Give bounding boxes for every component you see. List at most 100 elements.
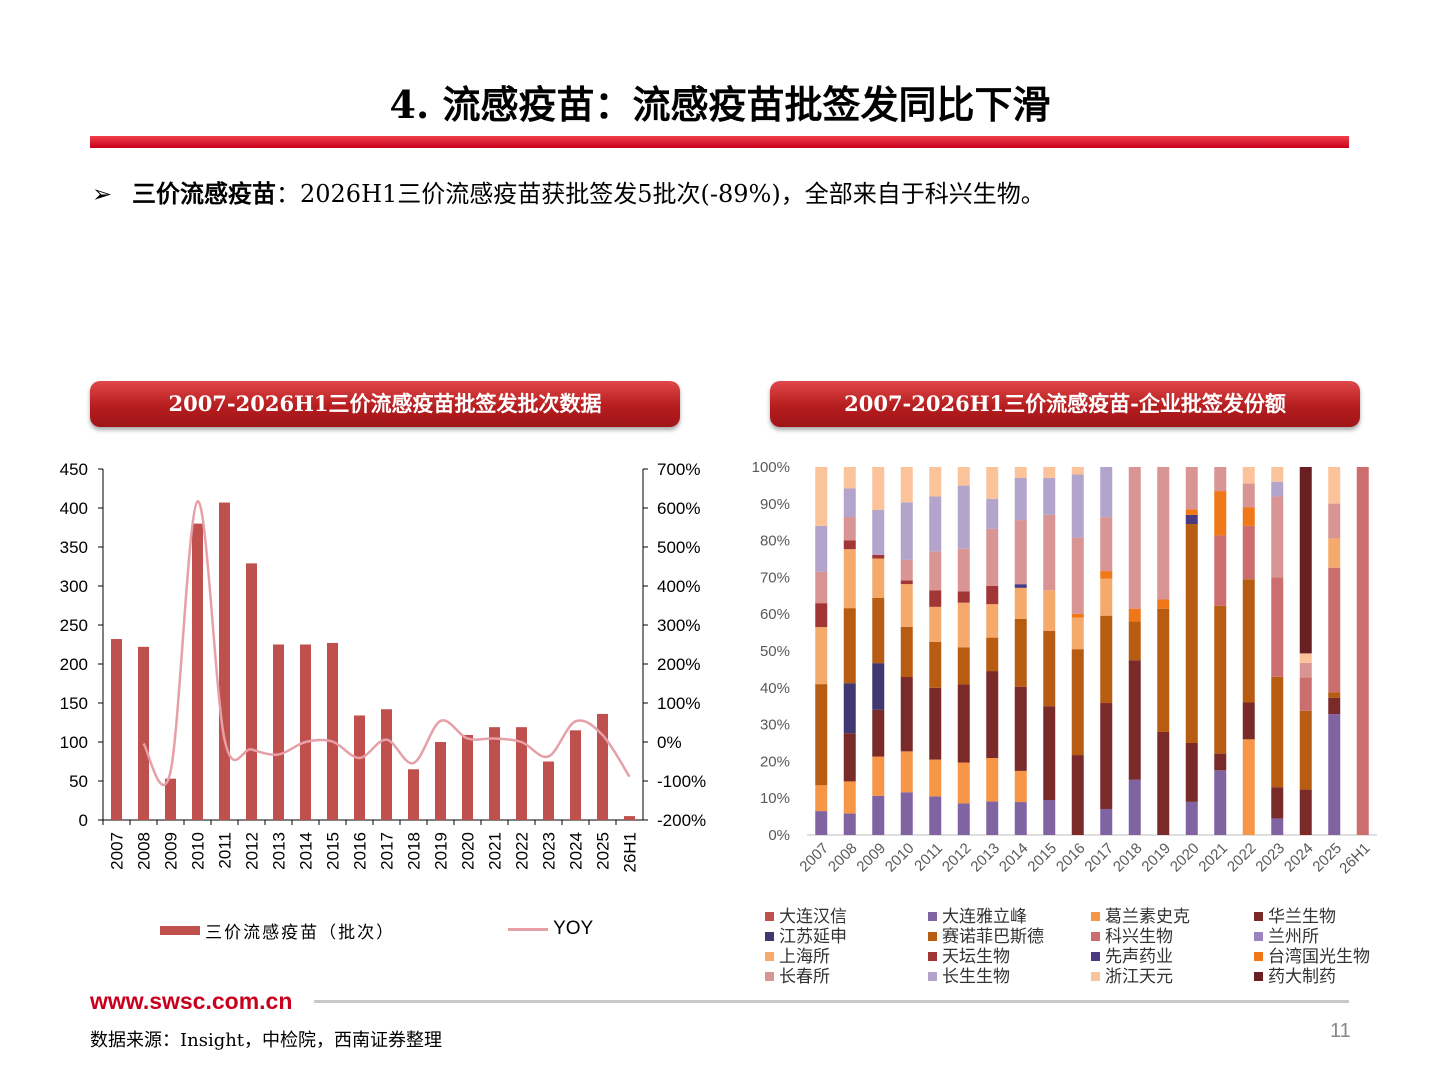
bar-2007: [111, 639, 122, 820]
footer-url: www.swsc.com.cn: [90, 988, 293, 1014]
x-tick-label: 2012: [939, 840, 975, 876]
legend-label: 赛诺菲巴斯德: [942, 927, 1044, 947]
segment-2008: [843, 733, 856, 782]
x-tick-label: 2023: [1252, 840, 1288, 876]
bar-2017: [381, 709, 392, 820]
segment-2020: [1185, 514, 1198, 525]
right-chart: 0%10%20%30%40%50%60%70%80%90%100%2007200…: [752, 459, 1377, 877]
x-tick-label: 2017: [1081, 840, 1117, 876]
legend-swatch: [1091, 972, 1100, 981]
segment-2013: [986, 671, 999, 759]
segment-2025: [1328, 467, 1341, 504]
x-tick-label: 2020: [459, 832, 478, 870]
page-number: 11: [1330, 1020, 1351, 1042]
bar-2024: [570, 730, 581, 820]
segment-2007: [815, 603, 828, 628]
segment-2008: [843, 683, 856, 734]
left-chart: 0 50 100 150 200 250 300 350 400 450 -200% -100% 0% 1…: [60, 460, 707, 873]
segment-2013: [986, 467, 999, 499]
segment-2025: [1328, 714, 1341, 835]
segment-2014: [1014, 520, 1027, 585]
legend-item: 大连汉信: [765, 902, 847, 927]
legend-label: 江苏延申: [779, 927, 847, 947]
segment-2021: [1214, 491, 1227, 536]
x-tick-label: 2013: [967, 840, 1003, 876]
legend-swatch: [928, 972, 937, 981]
segment-2020: [1185, 801, 1198, 835]
x-tick-label: 2022: [513, 832, 532, 870]
segment-2016: [1071, 474, 1084, 538]
left-legend: 三价流感疫苗（批次）: [160, 918, 395, 943]
segment-2018: [1128, 467, 1141, 609]
segment-2025: [1328, 692, 1341, 698]
segment-2011: [929, 496, 942, 552]
segment-2016: [1071, 649, 1084, 756]
segment-2008: [843, 467, 856, 489]
segment-2017: [1100, 615, 1113, 704]
segment-2008: [843, 488, 856, 518]
segment-2022: [1242, 702, 1255, 740]
right-y-tick-label: 600%: [657, 499, 700, 518]
right-y-tick-label: 300%: [657, 616, 700, 635]
segment-2023: [1271, 787, 1284, 819]
bar-2023: [543, 761, 554, 820]
segment-2015: [1043, 478, 1056, 515]
legend-swatch: [1254, 952, 1263, 961]
segment-2019: [1157, 467, 1170, 600]
legend-swatch: [765, 952, 774, 961]
segment-2018: [1128, 779, 1141, 835]
segment-2007: [815, 811, 828, 835]
x-tick-label: 2015: [324, 832, 343, 870]
segment-2019: [1157, 599, 1170, 609]
x-tick-label: 2021: [1195, 840, 1231, 876]
x-tick-label: 2010: [882, 840, 918, 876]
segment-2009: [872, 709, 885, 757]
legend-label: 先声药业: [1105, 947, 1173, 967]
y-tick-label: 70%: [760, 569, 790, 586]
x-tick-label: 2021: [486, 832, 505, 870]
segment-2014: [1014, 467, 1027, 478]
legend-item: 兰州所: [1254, 922, 1319, 947]
slide-title: 4. 流感疫苗：流感疫苗批签发同比下滑: [389, 82, 1051, 127]
segment-2012: [957, 548, 970, 592]
x-tick-label: 2008: [825, 840, 861, 876]
y-tick-label: 60%: [760, 606, 790, 623]
legend-label: 台湾国光生物: [1268, 947, 1370, 967]
segment-2021: [1214, 605, 1227, 754]
segment-2025: [1328, 567, 1341, 693]
segment-2013: [986, 528, 999, 586]
left-y-tick-label: 50: [69, 772, 88, 791]
segment-2008: [843, 517, 856, 541]
legend-item: 赛诺菲巴斯德: [928, 922, 1044, 947]
segment-2011: [929, 551, 942, 591]
x-tick-label: 2023: [540, 832, 559, 870]
bar-2009: [165, 778, 176, 820]
legend-swatch: [765, 932, 774, 941]
bar-2010: [192, 523, 203, 820]
segment-2008: [843, 813, 856, 835]
legend-label: 药大制药: [1268, 967, 1336, 987]
y-tick-label: 0%: [768, 827, 790, 844]
segment-2009: [872, 558, 885, 598]
x-tick-label: 2010: [189, 832, 208, 870]
y-tick-label: 100%: [752, 459, 790, 476]
legend-swatch: [1091, 952, 1100, 961]
segment-2014: [1014, 587, 1027, 619]
segment-2019: [1157, 731, 1170, 835]
segment-2009: [872, 756, 885, 796]
segment-2015: [1043, 800, 1056, 835]
segment-2018: [1128, 608, 1141, 622]
left-panel-title: 2007-2026H1三价流感疫苗批签发批次数据: [90, 381, 680, 427]
x-tick-label: 2008: [135, 832, 154, 870]
segment-2012: [957, 647, 970, 685]
legend-swatch: [1254, 972, 1263, 981]
x-tick-label: 2014: [996, 840, 1032, 876]
segment-2022: [1242, 483, 1255, 508]
segment-2010: [900, 502, 913, 560]
segment-2014: [1014, 477, 1027, 521]
segment-2020: [1185, 467, 1198, 510]
x-tick-label: 2007: [108, 832, 127, 870]
footer-divider: [314, 1000, 1349, 1003]
x-tick-label: 2013: [270, 832, 289, 870]
segment-2009: [872, 663, 885, 710]
